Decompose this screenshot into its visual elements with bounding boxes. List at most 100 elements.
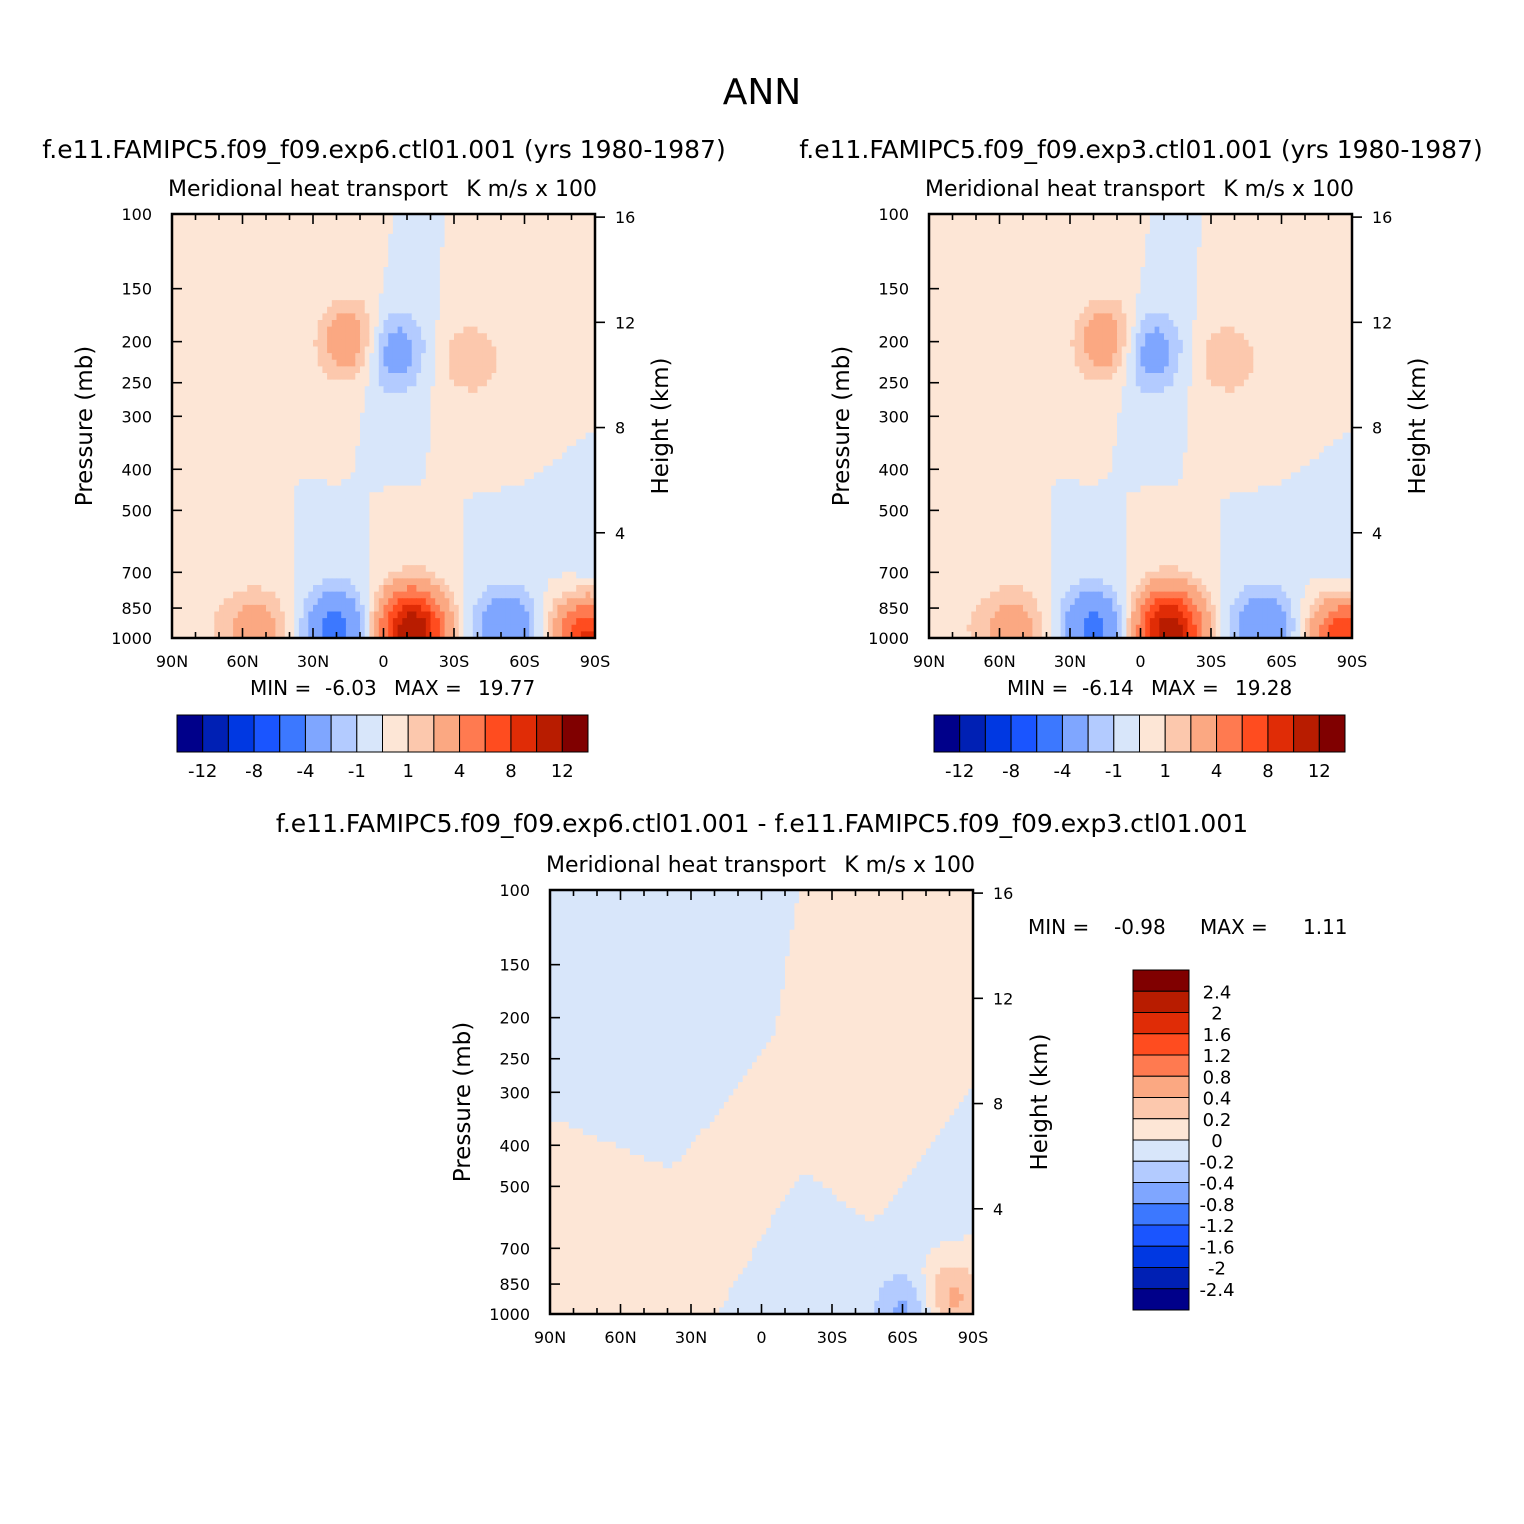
contour-cell: [242, 406, 248, 414]
contour-cell: [317, 472, 323, 480]
contour-cell: [228, 392, 234, 401]
contour-cell: [576, 392, 582, 401]
contour-cell: [416, 439, 422, 447]
contour-cell: [425, 267, 432, 275]
contour-cell: [284, 525, 291, 533]
contour-cell: [289, 505, 295, 513]
contour-cell: [571, 386, 577, 394]
contour-cell: [562, 240, 568, 248]
contour-cell: [538, 306, 544, 314]
contour-cell: [219, 419, 225, 427]
contour-cell: [468, 419, 474, 427]
contour-cell: [374, 346, 380, 354]
contour-cell: [317, 313, 323, 321]
contour-cell: [425, 240, 432, 248]
contour-cell: [552, 306, 558, 314]
contour-cell: [308, 320, 314, 328]
contour-cell: [355, 492, 361, 500]
contour-cell: [548, 320, 554, 328]
contour-cell: [566, 247, 573, 255]
contour-cell: [247, 220, 253, 228]
contour-cell: [181, 240, 187, 248]
contour-cell: [233, 498, 239, 507]
contour-cell: [294, 220, 300, 228]
contour-cell: [552, 346, 558, 354]
contour-cell: [562, 445, 568, 454]
contour-cell: [345, 286, 352, 295]
contour-cell: [298, 379, 305, 387]
contour-cell: [435, 498, 441, 507]
contour-cell: [378, 439, 385, 447]
contour-cell: [289, 286, 295, 295]
contour-cell: [543, 280, 549, 288]
contour-cell: [435, 445, 441, 454]
contour-cell: [510, 525, 516, 533]
contour-cell: [242, 293, 248, 301]
contour-cell: [317, 439, 323, 447]
contour-cell: [454, 479, 460, 487]
contour-cell: [397, 333, 403, 341]
contour-cell: [529, 247, 535, 255]
contour-cell: [284, 273, 291, 281]
contour-cell: [472, 551, 479, 560]
contour-cell: [308, 267, 314, 275]
contour-cell: [496, 406, 502, 414]
contour-cell: [247, 286, 253, 295]
contour-cell: [491, 485, 497, 493]
contour-cell: [392, 545, 399, 553]
contour-cell: [566, 472, 573, 480]
contour-cell: [543, 545, 549, 553]
contour-cell: [590, 406, 596, 414]
contour-cell: [439, 286, 446, 295]
contour-cell: [204, 379, 211, 387]
contour-cell: [270, 286, 276, 295]
contour-cell: [566, 399, 573, 407]
contour-cell: [491, 286, 497, 295]
contour-cell: [491, 545, 497, 553]
contour-cell: [421, 465, 427, 473]
contour-cell: [458, 313, 464, 321]
contour-cell: [439, 565, 446, 573]
contour-cell: [538, 240, 544, 248]
contour-cell: [454, 551, 460, 560]
contour-cell: [548, 373, 554, 381]
contour-cell: [350, 366, 356, 374]
contour-cell: [449, 512, 455, 520]
contour-cell: [360, 280, 366, 288]
contour-cell: [510, 293, 516, 301]
contour-cell: [397, 419, 403, 427]
contour-cell: [463, 220, 469, 228]
contour-cell: [298, 412, 305, 420]
contour-cell: [186, 227, 192, 235]
contour-cell: [270, 233, 276, 242]
contour-cell: [533, 240, 540, 248]
contour-cell: [355, 459, 361, 467]
contour-cell: [444, 432, 450, 440]
contour-cell: [392, 498, 399, 507]
contour-cell: [482, 286, 488, 295]
contour-cell: [176, 532, 182, 540]
contour-cell: [411, 412, 417, 420]
contour-cell: [200, 293, 206, 301]
contour-cell: [270, 399, 276, 407]
contour-cell: [275, 492, 281, 500]
contour-cell: [421, 432, 427, 440]
contour-cell: [317, 452, 323, 460]
contour-cell: [186, 214, 192, 222]
contour-cell: [317, 339, 323, 348]
contour-cell: [237, 571, 244, 579]
contour-cell: [435, 565, 441, 573]
contour-cell: [458, 260, 464, 268]
contour-cell: [430, 545, 436, 553]
contour-cell: [562, 373, 568, 381]
contour-cell: [543, 459, 549, 467]
contour-cell: [552, 479, 558, 487]
contour-cell: [402, 366, 408, 374]
contour-cell: [510, 260, 516, 268]
contour-cell: [256, 412, 262, 420]
contour-cell: [190, 578, 197, 586]
contour-cell: [251, 545, 258, 553]
contour-cell: [435, 518, 441, 526]
contour-cell: [538, 326, 544, 334]
contour-cell: [529, 459, 535, 467]
